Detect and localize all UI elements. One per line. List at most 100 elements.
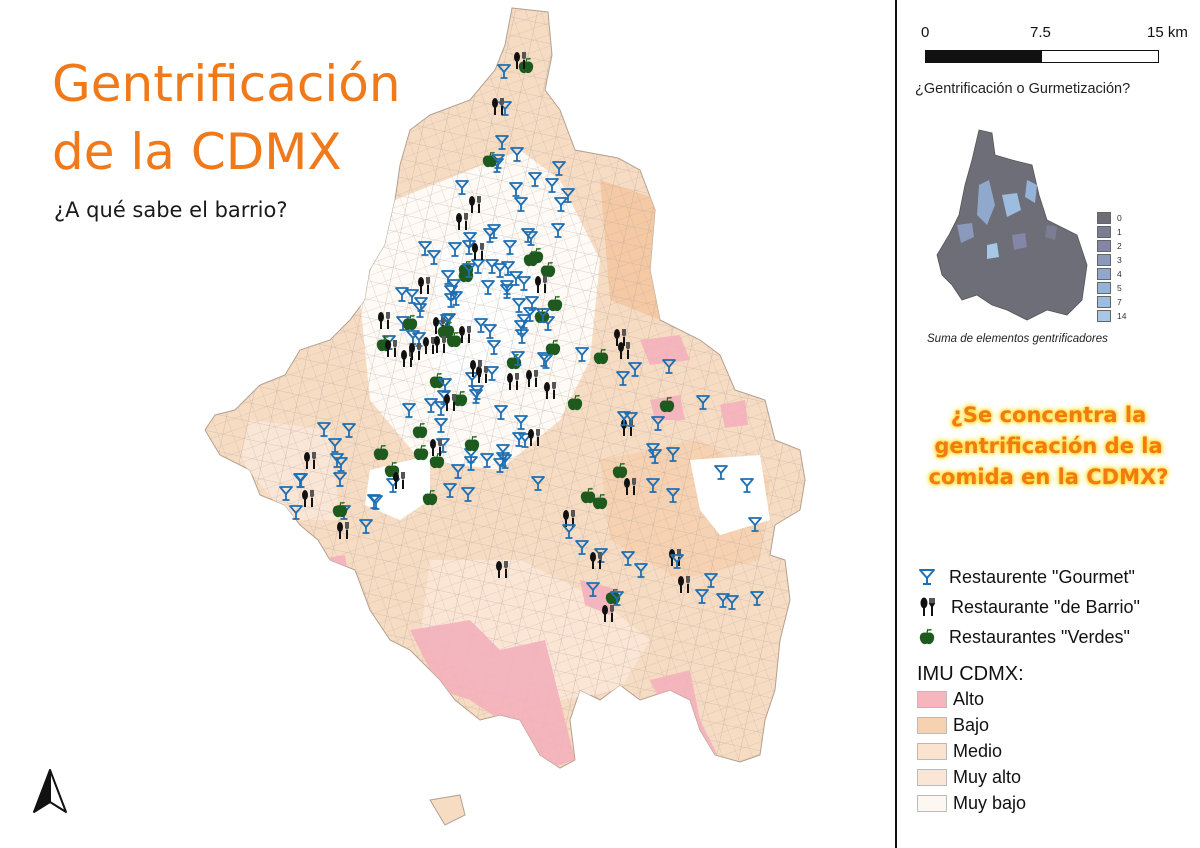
symbols-legend: Restaurente "Gourmet" Restaurante "de Ba… (919, 562, 1140, 652)
gourmet-marker-icon (714, 465, 728, 480)
gourmet-marker-icon (628, 362, 642, 377)
gourmet-marker-icon (427, 250, 441, 265)
inset-legend-label: 14 (1117, 311, 1127, 321)
gourmet-marker-icon (402, 403, 416, 418)
gourmet-marker-icon (342, 423, 356, 438)
gourmet-marker-icon (704, 573, 718, 588)
legend-panel: 0 7.5 15 km ¿Gentrificación o Gurmetizac… (897, 0, 1200, 848)
gourmet-marker-icon (716, 593, 730, 608)
gourmet-marker-icon (424, 398, 438, 413)
green-apple-icon (919, 628, 935, 645)
gourmet-marker-icon (545, 178, 559, 193)
imu-label: Muy alto (953, 766, 1022, 787)
map-area: Gentrificación de la CDMX ¿A qué sabe el… (0, 0, 895, 848)
gourmet-marker-icon (334, 457, 348, 472)
gourmet-marker-icon (551, 223, 565, 238)
inset-legend-label: 3 (1117, 255, 1122, 265)
gourmet-marker-icon (748, 517, 762, 532)
gourmet-marker-icon (648, 449, 662, 464)
gourmet-marker-icon (740, 478, 754, 493)
gourmet-marker-icon (517, 276, 531, 291)
barrio-marker-icon (430, 439, 442, 456)
imu-legend-item: Bajo (917, 712, 1026, 738)
inset-legend-label: 4 (1117, 269, 1122, 279)
imu-label: Medio (953, 740, 1003, 761)
verde-marker-icon (518, 57, 534, 74)
inset-legend-swatch (1097, 226, 1111, 238)
imu-label: Bajo (953, 714, 990, 735)
gourmet-marker-icon (512, 298, 526, 313)
legend-item-gourmet: Restaurente "Gourmet" (919, 562, 1140, 592)
gourmet-marker-icon (695, 589, 709, 604)
inset-legend-swatch (1097, 296, 1111, 308)
gourmet-marker-icon (515, 329, 529, 344)
barrio-marker-icon (434, 336, 446, 353)
gourmet-marker-icon (359, 519, 373, 534)
barrio-marker-icon (459, 326, 471, 343)
gourmet-marker-icon (621, 551, 635, 566)
verde-marker-icon (540, 261, 556, 278)
question-line2: gentrificación de la (934, 434, 1163, 458)
scale-label-start: 0 (921, 24, 930, 41)
verde-marker-icon (402, 314, 418, 331)
gourmet-marker-icon (539, 354, 553, 369)
inset-legend-row: 5 (1097, 281, 1126, 295)
gourmet-marker-icon (485, 259, 499, 274)
cdmx-map[interactable] (0, 0, 895, 848)
restaurant-markers (279, 52, 764, 622)
barrio-marker-icon (418, 277, 430, 294)
verde-marker-icon (482, 151, 498, 168)
barrio-marker-icon (385, 340, 397, 357)
inset-legend-swatch (1097, 310, 1111, 322)
gourmet-marker-icon (536, 308, 550, 323)
barrio-marker-icon (423, 337, 435, 354)
north-arrow-icon (33, 769, 67, 813)
gourmet-marker-icon (503, 240, 517, 255)
gourmet-marker-icon (449, 291, 463, 306)
imu-legend-item: Muy alto (917, 764, 1026, 790)
imu-legend-item: Muy bajo (917, 790, 1026, 816)
inset-legend-label: 7 (1117, 297, 1122, 307)
verde-marker-icon (659, 396, 675, 413)
gourmet-marker-icon (696, 395, 710, 410)
barrio-marker-icon (602, 605, 614, 622)
question-line3: comida en la CDMX? (928, 465, 1169, 489)
barrio-marker-icon (378, 312, 390, 329)
gourmet-marker-icon (509, 182, 523, 197)
gourmet-marker-icon (493, 458, 507, 473)
gourmet-marker-icon (405, 289, 419, 304)
barrio-marker-icon (304, 452, 316, 469)
gourmet-marker-icon (725, 595, 739, 610)
legend-label-gourmet: Restaurente "Gourmet" (949, 566, 1135, 587)
gourmet-marker-icon (444, 293, 458, 308)
gourmet-marker-icon (491, 154, 505, 169)
map-title-line1: Gentrificación (52, 55, 401, 113)
imu-legend-title: IMU CDMX: (917, 663, 1024, 685)
cocktail-glass-icon (919, 569, 935, 585)
barrio-marker-icon (535, 276, 547, 293)
gourmet-marker-icon (528, 172, 542, 187)
barrio-marker-icon (444, 394, 456, 411)
question-line1: ¿Se concentra la (950, 403, 1147, 427)
gourmet-marker-icon (485, 366, 499, 381)
barrio-marker-icon (409, 343, 421, 360)
map-title-line2: de la CDMX (52, 123, 342, 181)
gourmet-marker-icon (469, 389, 483, 404)
imu-swatch-medio (917, 742, 947, 760)
gourmet-marker-icon (495, 135, 509, 150)
map-subtitle: ¿A qué sabe el barrio? (54, 198, 288, 222)
gourmet-marker-icon (317, 422, 331, 437)
barrio-marker-icon (470, 360, 482, 377)
verde-marker-icon (439, 321, 455, 338)
gourmet-marker-icon (500, 280, 514, 295)
verde-marker-icon (523, 250, 539, 267)
inset-legend-label: 1 (1117, 227, 1122, 237)
gourmet-marker-icon (483, 324, 497, 339)
gourmet-marker-icon (518, 433, 532, 448)
gourmet-marker-icon (624, 412, 638, 427)
gourmet-marker-icon (464, 456, 478, 471)
imu-legend-item: Medio (917, 738, 1026, 764)
verde-marker-icon (422, 489, 438, 506)
gourmet-marker-icon (575, 540, 589, 555)
gourmet-marker-icon (418, 241, 432, 256)
